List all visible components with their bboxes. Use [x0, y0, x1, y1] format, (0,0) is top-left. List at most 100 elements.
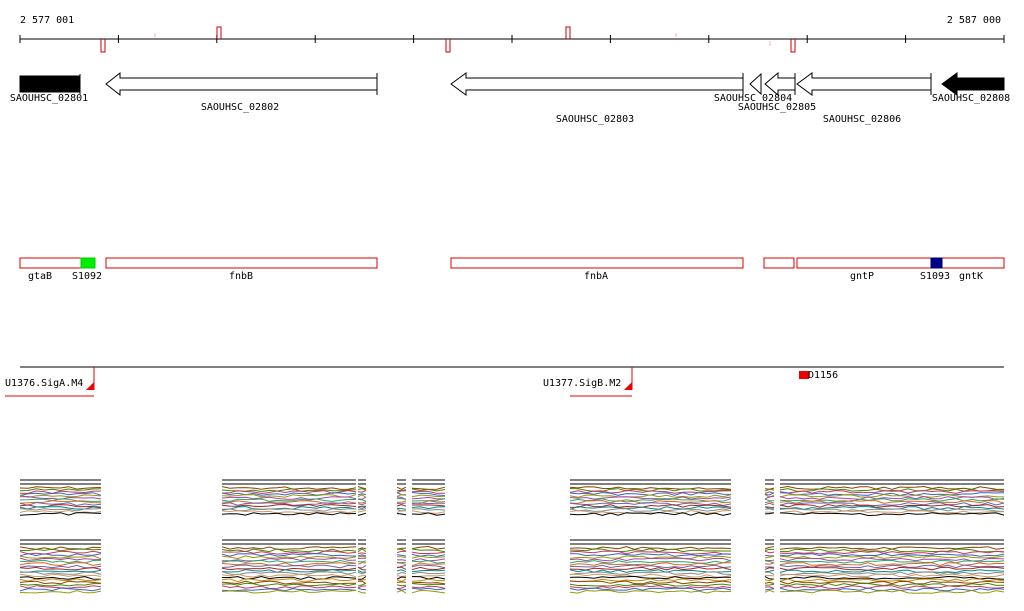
expression-line — [396, 554, 407, 557]
gene-label[interactable]: SAOUHSC_02808 — [932, 93, 1010, 104]
gene-label[interactable]: SAOUHSC_02803 — [556, 114, 634, 125]
expression-line — [221, 494, 357, 498]
feature-marker[interactable] — [799, 371, 809, 379]
gene-arrow-SAOUHSC_02803[interactable] — [450, 72, 744, 96]
expression-line — [221, 550, 357, 555]
expression-line — [357, 566, 367, 571]
expression-line — [411, 581, 446, 585]
expression-line — [764, 550, 775, 554]
expression-bundle — [764, 539, 775, 593]
expression-line — [396, 504, 407, 507]
expression-line — [19, 490, 102, 494]
expression-line — [396, 562, 407, 565]
expression-line — [357, 494, 367, 498]
expression-line — [221, 585, 357, 590]
expression-line — [779, 488, 1005, 492]
expression-bundle — [569, 539, 732, 594]
expression-line — [357, 590, 367, 594]
expression-line — [764, 560, 775, 564]
expression-line — [411, 589, 446, 594]
expression-line — [779, 564, 1005, 569]
annotation-box-gntP[interactable] — [796, 257, 1005, 269]
annotation-labels: gtaB S1092 fnbB fnbA gntP S1093 gntK — [28, 271, 983, 282]
gene-arrow-SAOUHSC_02802[interactable] — [105, 71, 378, 97]
expression-line — [411, 492, 446, 496]
expression-line — [19, 555, 102, 560]
expression-line — [221, 582, 357, 587]
expression-bundle — [19, 479, 102, 516]
expression-line — [396, 490, 407, 494]
gene-arrow-SAOUHSC_02806[interactable] — [796, 72, 932, 96]
expression-line — [357, 562, 366, 565]
gene-label[interactable]: SAOUHSC_02801 — [10, 93, 88, 104]
gene-arrow-SAOUHSC_02805[interactable] — [764, 71, 796, 97]
expression-bundle — [411, 539, 446, 594]
feature-marker[interactable] — [86, 382, 94, 390]
expression-line — [396, 576, 407, 580]
gene-label[interactable]: SAOUHSC_02804 — [714, 93, 792, 104]
expression-line — [569, 489, 731, 494]
expression-line — [19, 546, 102, 551]
expression-line — [764, 488, 775, 492]
annotation-box-gtaB[interactable] — [19, 257, 83, 269]
gene-label[interactable]: SAOUHSC_02802 — [201, 102, 279, 113]
expression-line — [764, 554, 774, 557]
gene-arrow-SAOUHSC_02801[interactable] — [19, 75, 81, 93]
expression-line — [357, 508, 367, 511]
expression-line — [779, 575, 1005, 580]
expression-line — [19, 571, 102, 575]
expression-line — [396, 493, 407, 497]
expression-line — [396, 589, 407, 594]
expression-line — [411, 545, 446, 550]
annotation-box-S1092[interactable] — [80, 257, 96, 269]
expression-line — [19, 500, 102, 504]
expression-line — [396, 585, 407, 589]
expression-line — [357, 512, 367, 516]
expression-line — [221, 562, 357, 567]
expression-line — [19, 562, 102, 567]
expression-line — [569, 509, 732, 515]
gene-arrow-SAOUHSC_02808[interactable] — [941, 72, 1005, 96]
gene-label[interactable]: SAOUHSC_02806 — [823, 114, 901, 125]
expression-line — [779, 512, 1005, 517]
expression-line — [397, 566, 407, 570]
gene-arrow-SAOUHSC_02804[interactable] — [749, 72, 762, 96]
feature-label[interactable]: D1156 — [808, 370, 838, 381]
expression-line — [779, 485, 1005, 490]
gene-label[interactable]: SAOUHSC_02805 — [738, 102, 816, 113]
annotation-box-fnbA[interactable] — [450, 257, 744, 269]
expression-line — [19, 498, 102, 502]
expression-line — [411, 585, 446, 589]
expression-line — [764, 583, 775, 586]
expression-line — [396, 571, 407, 575]
annotation-box[interactable] — [763, 257, 795, 269]
expression-line — [221, 571, 357, 576]
expression-line — [764, 586, 775, 589]
feature-label[interactable]: U1377.SigB.M2 — [543, 378, 621, 389]
expression-line — [221, 568, 357, 573]
annotation-label: fnbA — [584, 271, 608, 282]
expression-line — [569, 573, 732, 578]
expression-line — [221, 559, 357, 564]
feature-track: U1376.SigA.M4 U1377.SigB.M2 D1156 — [5, 366, 1004, 397]
expression-line — [764, 588, 775, 591]
expression-line — [19, 578, 102, 582]
feature-label[interactable]: U1376.SigA.M4 — [5, 378, 83, 389]
expression-line — [764, 496, 775, 500]
expression-line — [569, 582, 732, 587]
annotation-label: fnbB — [229, 271, 253, 282]
annotation-box-fnbB[interactable] — [105, 257, 378, 269]
expression-line — [569, 548, 731, 553]
expression-line — [397, 508, 407, 510]
expression-line — [19, 566, 102, 571]
feature-marker[interactable] — [624, 382, 632, 390]
expression-line — [221, 507, 357, 512]
expression-line — [221, 486, 357, 490]
expression-line — [19, 557, 102, 561]
expression-line — [357, 498, 367, 502]
annotation-box-S1093[interactable] — [930, 257, 943, 269]
expression-line — [411, 502, 446, 505]
expression-line — [779, 553, 1005, 557]
expression-line — [19, 553, 102, 557]
